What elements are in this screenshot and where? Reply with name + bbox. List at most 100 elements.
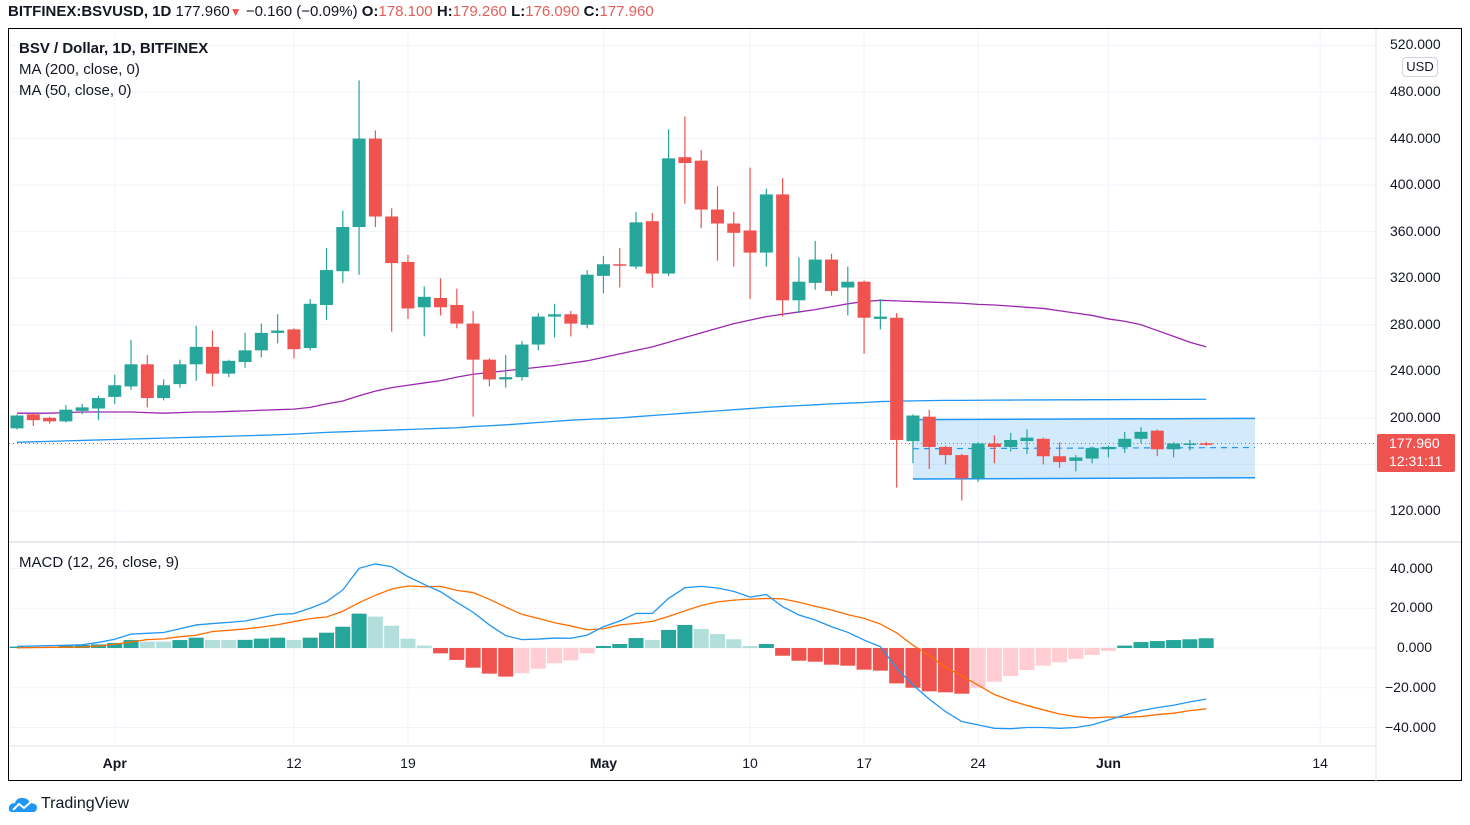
chart-frame[interactable] <box>8 28 1462 781</box>
candle-body <box>971 443 985 479</box>
close-label: C: <box>583 3 600 20</box>
triangle-down-icon: ▼ <box>229 5 242 19</box>
macd-histogram-bar <box>237 639 253 648</box>
price-tick-label: 520.000 <box>1390 36 1441 53</box>
time-tick-label: 12 <box>286 755 302 771</box>
close-value: 177.960 <box>599 3 654 20</box>
macd-histogram-bar <box>709 634 725 648</box>
candle-body <box>43 417 57 422</box>
macd-histogram-bar <box>416 645 432 648</box>
macd-histogram-bar <box>270 637 286 648</box>
candle-body <box>205 346 219 374</box>
ma200-line <box>16 398 1207 443</box>
candle-body <box>531 316 545 345</box>
candle-body <box>841 281 855 288</box>
candle-body <box>140 364 154 399</box>
macd-histogram-bar <box>1182 639 1198 648</box>
candle-body <box>368 138 382 217</box>
candle-body <box>596 264 610 276</box>
candle-body <box>678 157 692 163</box>
macd-histogram-bar <box>840 648 856 666</box>
legend-macd[interactable]: MACD (12, 26, close, 9) <box>19 554 180 571</box>
candle-body <box>890 317 904 440</box>
symbol-name: BITFINEX:BSVUSD, 1D <box>8 3 172 20</box>
candle-body <box>189 346 203 365</box>
low-label: L: <box>511 3 526 20</box>
macd-histogram-bar <box>824 648 839 665</box>
candle-body <box>59 409 73 422</box>
macd-histogram-bar <box>563 648 579 661</box>
high-label: H: <box>436 3 453 20</box>
macd-histogram-bar <box>856 648 872 670</box>
candle-body <box>417 296 431 308</box>
last-price: 177.960 <box>175 3 230 20</box>
macd-histogram-bar <box>693 628 709 648</box>
symbol-header: BITFINEX:BSVUSD, 1D 177.960▼ −0.160 (−0.… <box>8 3 654 20</box>
channel-lower-line <box>912 477 1256 480</box>
candle-body <box>580 274 594 325</box>
candle-body <box>825 259 838 292</box>
candle-body <box>173 364 187 385</box>
open-value: 178.100 <box>378 3 433 20</box>
macd-histogram-bar <box>677 624 693 648</box>
channel-middle-line <box>912 446 1256 450</box>
candle-body <box>450 304 464 324</box>
candle-body <box>1020 437 1034 442</box>
macd-histogram-bar <box>156 641 172 648</box>
macd-tick-label: 0.000 <box>1397 639 1433 655</box>
currency-button[interactable]: USD <box>1402 57 1438 77</box>
macd-histogram-bar <box>465 648 481 668</box>
macd-histogram-bar <box>742 646 758 648</box>
macd-histogram-bar <box>661 629 677 648</box>
candle-body <box>1069 457 1083 461</box>
candle-body <box>1183 443 1197 445</box>
candle-body <box>1118 438 1132 447</box>
macd-histogram-bar <box>889 648 905 684</box>
price-tick-label: 480.000 <box>1390 83 1441 99</box>
tradingview-logo[interactable]: TradingView <box>8 794 129 814</box>
candle-body <box>157 385 171 399</box>
macd-tick-label: 40.000 <box>1390 559 1433 576</box>
macd-histogram-bar <box>481 648 497 674</box>
macd-histogram-bar <box>970 648 986 688</box>
candle-body <box>482 359 496 380</box>
candle-body <box>987 443 1001 447</box>
macd-histogram-bar <box>319 632 335 648</box>
candle-body <box>645 221 659 274</box>
legend-ma200[interactable]: MA (200, close, 0) <box>19 61 140 78</box>
macd-histogram-bar <box>986 648 1002 682</box>
price-change: −0.160 (−0.09%) <box>245 3 358 20</box>
candle-body <box>108 385 122 397</box>
macd-histogram-bar <box>530 648 546 669</box>
candle-body <box>694 160 708 210</box>
candle-body <box>1053 456 1067 463</box>
candle-body <box>1199 443 1213 445</box>
time-tick-label: 10 <box>742 755 758 771</box>
candle-body <box>336 226 350 272</box>
macd-histogram-bar <box>1084 648 1100 655</box>
candle-body <box>906 415 920 442</box>
time-tick-label: 19 <box>400 755 416 771</box>
macd-histogram-bar <box>954 648 970 694</box>
candle-body <box>873 316 887 319</box>
candle-body <box>1134 431 1148 439</box>
candle-body <box>939 446 953 456</box>
ma50-line <box>17 299 1207 414</box>
macd-histogram-bar <box>286 640 302 648</box>
macd-tick-label: −40.000 <box>1385 718 1436 735</box>
candle-body <box>26 414 40 421</box>
macd-histogram-bar <box>498 648 514 677</box>
macd-histogram-bar <box>302 637 318 648</box>
price-tick-label: 120.000 <box>1390 501 1441 518</box>
candle-body <box>1004 439 1018 447</box>
macd-histogram-bar <box>1003 648 1019 677</box>
macd-histogram-bar <box>400 638 416 648</box>
macd-tick-label: 20.000 <box>1390 599 1433 616</box>
time-tick-label: May <box>589 755 618 771</box>
candle-body <box>564 314 578 324</box>
macd-histogram-bar <box>335 626 351 648</box>
legend-ma50[interactable]: MA (50, close, 0) <box>19 82 132 99</box>
candle-body <box>401 261 415 309</box>
candle-body <box>303 303 317 349</box>
